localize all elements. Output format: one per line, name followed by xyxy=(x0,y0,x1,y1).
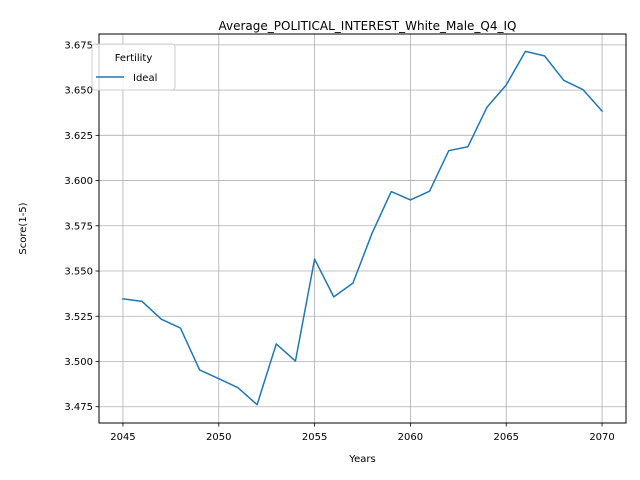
x-tick-label: 2050 xyxy=(206,432,231,443)
x-tick-label: 2045 xyxy=(110,432,135,443)
x-tick-label: 2055 xyxy=(302,432,327,443)
chart-title: Average_POLITICAL_INTEREST_White_Male_Q4… xyxy=(218,19,516,33)
legend-box xyxy=(91,43,176,91)
y-tick-label: 3.475 xyxy=(64,402,93,413)
x-axis-ticks: 2045 2050 2055 2060 2065 2070 xyxy=(110,423,615,443)
x-tick-label: 2065 xyxy=(494,432,519,443)
grid-lines xyxy=(99,34,626,423)
y-tick-label: 3.575 xyxy=(64,221,93,232)
plot-frame xyxy=(98,33,627,424)
x-axis-label: Years xyxy=(348,454,375,465)
x-tick-label: 2060 xyxy=(398,432,423,443)
legend-title: Fertility xyxy=(115,53,153,64)
y-tick-label: 3.625 xyxy=(64,131,93,142)
y-tick-label: 3.550 xyxy=(64,267,93,278)
y-tick-label: 3.600 xyxy=(64,176,93,187)
legend: Fertility Ideal xyxy=(91,43,176,91)
y-tick-label: 3.525 xyxy=(64,312,93,323)
y-tick-label: 3.500 xyxy=(64,357,93,368)
y-axis-label: Score(1-5) xyxy=(18,202,29,254)
y-tick-label: 3.675 xyxy=(64,40,93,51)
series-line-ideal xyxy=(122,50,604,406)
legend-label-ideal: Ideal xyxy=(133,73,157,84)
y-tick-label: 3.650 xyxy=(64,86,93,97)
x-tick-label: 2070 xyxy=(589,432,614,443)
series-group xyxy=(122,50,604,406)
y-axis-ticks: 3.475 3.500 3.525 3.550 3.575 3.600 3.625 3.650… xyxy=(64,40,99,413)
